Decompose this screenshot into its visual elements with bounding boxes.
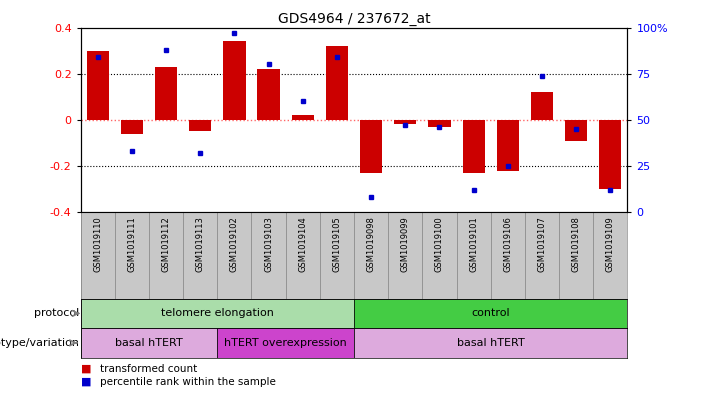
Bar <box>257 69 280 120</box>
Text: GSM1019108: GSM1019108 <box>571 217 580 272</box>
Text: GSM1019100: GSM1019100 <box>435 217 444 272</box>
Bar <box>422 212 456 299</box>
Bar <box>224 41 245 120</box>
Bar <box>155 67 177 120</box>
Bar <box>394 120 416 125</box>
Bar <box>81 299 354 328</box>
Bar <box>491 212 525 299</box>
Text: ■: ■ <box>81 364 91 374</box>
Bar <box>428 120 451 127</box>
Title: GDS4964 / 237672_at: GDS4964 / 237672_at <box>278 13 430 26</box>
Bar <box>531 92 553 120</box>
Text: GSM1019111: GSM1019111 <box>128 217 137 272</box>
Text: protocol: protocol <box>34 309 79 318</box>
Text: GSM1019098: GSM1019098 <box>367 217 376 272</box>
Text: GSM1019105: GSM1019105 <box>332 217 341 272</box>
Bar <box>286 212 320 299</box>
Bar <box>354 299 627 328</box>
Text: GSM1019107: GSM1019107 <box>538 217 547 272</box>
Bar <box>599 120 621 189</box>
Text: GSM1019112: GSM1019112 <box>161 217 170 272</box>
Bar <box>217 212 252 299</box>
Bar <box>87 51 109 120</box>
Text: basal hTERT: basal hTERT <box>115 338 183 348</box>
Text: GSM1019099: GSM1019099 <box>401 217 410 272</box>
Bar <box>81 328 217 358</box>
Text: GSM1019101: GSM1019101 <box>469 217 478 272</box>
Bar <box>121 120 143 134</box>
Bar <box>320 212 354 299</box>
Bar <box>149 212 183 299</box>
Text: GSM1019104: GSM1019104 <box>298 217 307 272</box>
Bar <box>463 120 484 173</box>
Text: basal hTERT: basal hTERT <box>457 338 524 348</box>
Bar <box>593 212 627 299</box>
Bar <box>497 120 519 171</box>
Bar <box>360 120 382 173</box>
Bar <box>354 212 388 299</box>
Text: GSM1019106: GSM1019106 <box>503 217 512 272</box>
Bar <box>388 212 422 299</box>
Text: control: control <box>471 309 510 318</box>
Bar <box>559 212 593 299</box>
Text: percentile rank within the sample: percentile rank within the sample <box>100 377 276 387</box>
Bar <box>565 120 587 141</box>
Text: ■: ■ <box>81 377 91 387</box>
Text: GSM1019109: GSM1019109 <box>606 217 615 272</box>
Text: telomere elongation: telomere elongation <box>161 309 274 318</box>
Bar <box>252 212 286 299</box>
Bar <box>292 115 314 120</box>
Bar <box>217 328 354 358</box>
Text: GSM1019102: GSM1019102 <box>230 217 239 272</box>
Text: GSM1019113: GSM1019113 <box>196 217 205 272</box>
Bar <box>115 212 149 299</box>
Bar <box>326 46 348 120</box>
Text: transformed count: transformed count <box>100 364 198 374</box>
Text: GSM1019103: GSM1019103 <box>264 217 273 272</box>
Text: GSM1019110: GSM1019110 <box>93 217 102 272</box>
Bar <box>525 212 559 299</box>
Text: genotype/variation: genotype/variation <box>0 338 79 348</box>
Text: hTERT overexpression: hTERT overexpression <box>224 338 347 348</box>
Bar <box>183 212 217 299</box>
Bar <box>189 120 211 131</box>
Bar <box>456 212 491 299</box>
Bar <box>354 328 627 358</box>
Bar <box>81 212 115 299</box>
